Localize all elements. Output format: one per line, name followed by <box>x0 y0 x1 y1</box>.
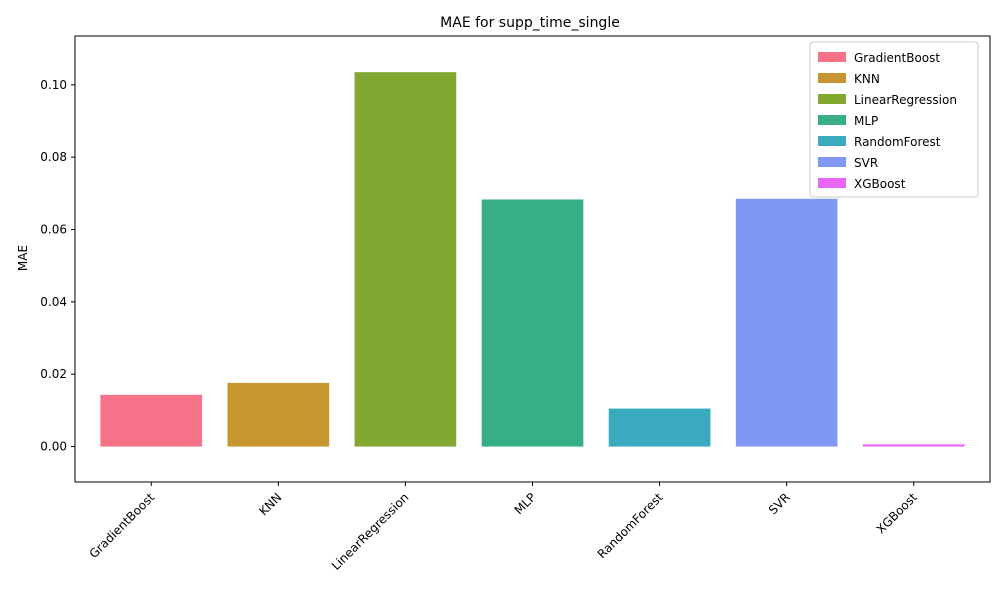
legend-swatch <box>818 136 846 146</box>
plot-frame <box>74 35 991 483</box>
x-tick-label: GradientBoost <box>87 490 158 561</box>
legend-swatch <box>818 94 846 104</box>
y-tick-label: 0.06 <box>40 223 67 237</box>
x-tick-label: XGBoost <box>874 490 920 536</box>
legend-swatch <box>818 73 846 83</box>
legend: GradientBoost KNN LinearRegression MLP Rando… <box>809 41 979 198</box>
y-tick-label: 0.10 <box>40 78 67 92</box>
bar-KNN <box>227 382 330 447</box>
x-tick-label: SVR <box>766 490 793 517</box>
legend-label: GradientBoost <box>854 51 940 65</box>
chart-title: MAE for supp_time_single <box>440 15 620 31</box>
x-tick-label: RandomForest <box>595 490 666 561</box>
y-axis: 0.00 0.02 0.04 0.06 0.08 0.10 <box>40 78 75 454</box>
bar-GradientBoost <box>100 394 203 447</box>
bar-SVR <box>735 198 838 447</box>
legend-label: LinearRegression <box>854 93 957 107</box>
y-tick-label: 0.08 <box>40 150 67 164</box>
y-tick-label: 0.00 <box>40 440 67 454</box>
legend-label: SVR <box>854 156 878 170</box>
y-axis-label: MAE <box>16 245 30 271</box>
x-tick-label: KNN <box>256 490 284 518</box>
bar-XGBoost <box>862 444 965 447</box>
legend-swatch <box>818 52 846 62</box>
legend-box <box>809 41 979 198</box>
y-tick-label: 0.02 <box>40 367 67 381</box>
bar-MLP <box>481 199 584 447</box>
legend-swatch <box>818 115 846 125</box>
legend-label: RandomForest <box>854 135 941 149</box>
legend-label: XGBoost <box>854 177 906 191</box>
bars-group <box>100 72 965 447</box>
bar-LinearRegression <box>354 72 457 447</box>
legend-swatch <box>818 157 846 167</box>
x-tick-label: MLP <box>512 490 539 517</box>
bar-RandomForest <box>608 408 711 447</box>
legend-label: KNN <box>854 72 880 86</box>
legend-label: MLP <box>854 114 878 128</box>
y-tick-label: 0.04 <box>40 295 67 309</box>
x-tick-label: LinearRegression <box>329 490 412 573</box>
legend-swatch <box>818 178 846 188</box>
x-axis: GradientBoost KNN LinearRegression MLP Rando… <box>87 482 920 573</box>
